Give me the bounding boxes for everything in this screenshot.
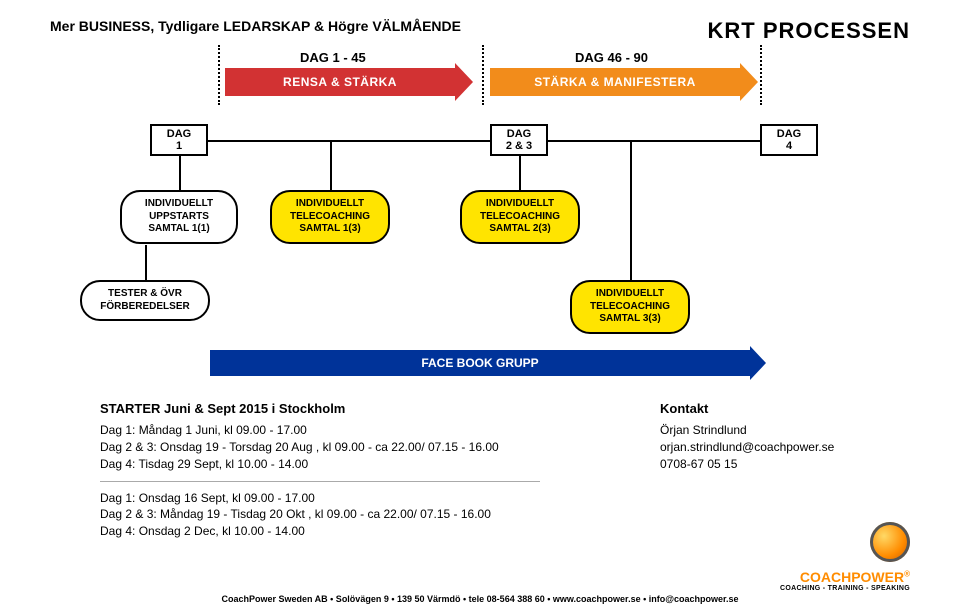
phase-arrow: STÄRKA & MANIFESTERA	[490, 68, 740, 96]
connector-line	[519, 156, 521, 190]
process-step: INDIVIDUELLT TELECOACHING SAMTAL 2(3)	[460, 190, 580, 244]
day-box: DAG2 & 3	[490, 124, 548, 156]
logo-name: COACHPOWER®	[780, 569, 910, 585]
contact-block: Kontakt Örjan Strindlundorjan.strindlund…	[660, 400, 834, 473]
phase-period-label: DAG 1 - 45	[300, 50, 366, 65]
schedule-line: Dag 4: Onsdag 2 Dec, kl 10.00 - 14.00	[100, 523, 540, 540]
logo-tagline: COACHING - TRAINING - SPEAKING	[780, 585, 910, 592]
schedule-separator	[100, 481, 540, 482]
process-step: INDIVIDUELLT TELECOACHING SAMTAL 3(3)	[570, 280, 690, 334]
schedule-line: Dag 1: Måndag 1 Juni, kl 09.00 - 17.00	[100, 422, 540, 439]
schedule-line: Dag 2 & 3: Onsdag 19 - Torsdag 20 Aug , …	[100, 439, 540, 456]
timeline-bar	[150, 140, 810, 142]
logo-badge-icon	[870, 522, 910, 562]
schedule-line: Dag 4: Tisdag 29 Sept, kl 10.00 - 14.00	[100, 456, 540, 473]
schedule-block-2: Dag 1: Onsdag 16 Sept, kl 09.00 - 17.00D…	[100, 490, 540, 540]
dotted-separator	[218, 45, 220, 105]
logo: COACHPOWER® COACHING - TRAINING - SPEAKI…	[780, 522, 910, 592]
contact-title: Kontakt	[660, 400, 834, 418]
dotted-separator	[482, 45, 484, 105]
schedule-line: Dag 1: Onsdag 16 Sept, kl 09.00 - 17.00	[100, 490, 540, 507]
connector-line	[330, 141, 332, 190]
day-box: DAG1	[150, 124, 208, 156]
contact-line: orjan.strindlund@coachpower.se	[660, 439, 834, 456]
connector-line	[179, 156, 181, 190]
schedule-line: Dag 2 & 3: Måndag 19 - Tisdag 20 Okt , k…	[100, 506, 540, 523]
contact-line: 0708-67 05 15	[660, 456, 834, 473]
contact-lines: Örjan Strindlundorjan.strindlund@coachpo…	[660, 422, 834, 472]
connector-line	[145, 245, 147, 280]
facebook-group-label: FACE BOOK GRUPP	[421, 356, 538, 370]
footer: CoachPower Sweden AB • Solövägen 9 • 139…	[0, 594, 960, 604]
header-left: Mer BUSINESS, Tydligare LEDARSKAP & Högr…	[50, 18, 461, 44]
schedule-title: STARTER Juni & Sept 2015 i Stockholm	[100, 400, 540, 418]
phase-arrow: RENSA & STÄRKA	[225, 68, 455, 96]
header: Mer BUSINESS, Tydligare LEDARSKAP & Högr…	[50, 18, 910, 44]
schedule-block-1: Dag 1: Måndag 1 Juni, kl 09.00 - 17.00Da…	[100, 422, 540, 472]
day-box: DAG4	[760, 124, 818, 156]
process-step: TESTER & ÖVR FÖRBEREDELSER	[80, 280, 210, 321]
process-step: INDIVIDUELLT TELECOACHING SAMTAL 1(3)	[270, 190, 390, 244]
phase-period-label: DAG 46 - 90	[575, 50, 648, 65]
facebook-group-arrow: FACE BOOK GRUPP	[210, 350, 750, 376]
header-right: KRT PROCESSEN	[708, 18, 910, 44]
schedule-block: STARTER Juni & Sept 2015 i Stockholm Dag…	[100, 400, 540, 540]
process-step: INDIVIDUELLT UPPSTARTS SAMTAL 1(1)	[120, 190, 238, 244]
connector-line	[630, 141, 632, 280]
phase-arrow-row: RENSA & STÄRKA STÄRKA & MANIFESTERA	[0, 68, 960, 102]
contact-line: Örjan Strindlund	[660, 422, 834, 439]
dotted-separator	[760, 45, 762, 105]
